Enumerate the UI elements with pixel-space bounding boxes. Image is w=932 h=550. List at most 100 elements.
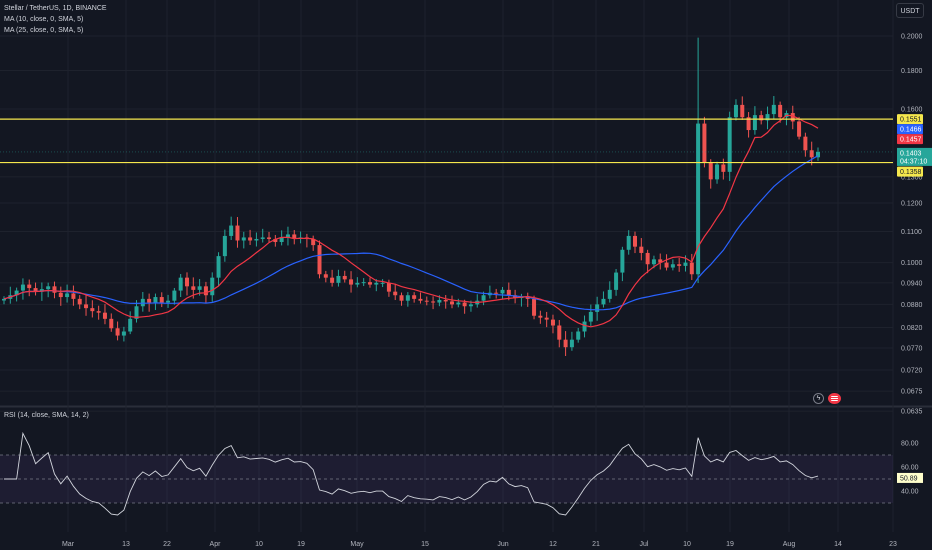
currency-button[interactable]: USDT — [896, 3, 924, 18]
candle-body — [153, 297, 158, 303]
rsi-value-tag-bg — [897, 472, 923, 483]
candle-body — [380, 282, 385, 284]
candle-body — [102, 312, 107, 319]
candle-body — [191, 286, 196, 290]
ma25-line — [3, 155, 819, 311]
candle-body — [33, 288, 38, 292]
candle-body — [386, 282, 391, 292]
candle-body — [140, 298, 145, 307]
upper-line-tag: 0.1551 — [900, 117, 922, 124]
candle-body — [696, 123, 701, 275]
time-tick-label: 10 — [683, 541, 691, 548]
candle-body — [525, 297, 530, 299]
candle-body — [658, 259, 663, 263]
candle-body — [456, 302, 461, 305]
candle-body — [778, 104, 783, 118]
candle-body — [412, 295, 417, 299]
price-tick-label: 0.1000 — [901, 260, 923, 267]
candle-body — [481, 295, 486, 301]
candle-body — [633, 235, 638, 247]
time-tick-label: 19 — [297, 541, 305, 548]
us-flag-icon[interactable] — [828, 393, 841, 404]
candle-body — [267, 237, 272, 239]
ma25-legend[interactable]: MA (25, close, 0, SMA, 5) — [4, 27, 84, 34]
candle-body — [664, 262, 669, 268]
candle-body — [46, 286, 51, 290]
candle-body — [311, 238, 316, 246]
candle-body — [431, 301, 436, 303]
candles-layer — [2, 37, 820, 357]
candle-body — [790, 113, 795, 122]
candle-body — [557, 325, 562, 340]
candle-body — [330, 277, 335, 283]
symbol-legend[interactable]: Stellar / TetherUS, 1D, BINANCE — [4, 5, 107, 12]
candle-body — [563, 339, 568, 348]
candle-body — [216, 256, 221, 278]
time-tick-label: May — [350, 541, 364, 548]
candle-body — [374, 282, 379, 285]
candle-body — [342, 275, 347, 280]
candle-body — [468, 304, 473, 307]
candle-body — [708, 162, 713, 180]
candle-body — [803, 136, 808, 151]
candle-body — [336, 275, 341, 283]
time-tick-label: 12 — [549, 541, 557, 548]
rsi-line — [4, 431, 819, 516]
candle-body — [765, 114, 770, 121]
candle-body — [450, 301, 455, 305]
price-tick-label: 0.0880 — [901, 302, 923, 309]
candle-body — [771, 104, 776, 115]
lower-line-tag: 0.1358 — [900, 169, 922, 176]
candle-body — [614, 272, 619, 290]
countdown-tag: 04:37:10 — [900, 158, 927, 165]
candle-body — [178, 277, 183, 291]
price-tick-label: 0.0635 — [901, 409, 923, 416]
candle-body — [279, 237, 284, 243]
candle-body — [96, 311, 101, 313]
time-tick-label: 10 — [255, 541, 263, 548]
candle-body — [702, 123, 707, 163]
candle-body — [248, 237, 253, 241]
candle-body — [166, 300, 171, 303]
candle-body — [689, 262, 694, 275]
candle-body — [538, 315, 543, 318]
candle-body — [809, 150, 814, 158]
candle-body — [235, 225, 240, 241]
candle-body — [355, 282, 360, 285]
candle-body — [393, 291, 398, 296]
candle-body — [418, 298, 423, 301]
candle-body — [588, 311, 593, 322]
lightning-icon[interactable]: ϟ — [813, 393, 824, 404]
candle-body — [203, 286, 208, 296]
time-tick-label: Jun — [497, 541, 508, 548]
ma10-line — [3, 114, 819, 328]
candle-body — [639, 246, 644, 253]
price-axis: 0.2000 0.1800 0.1600 0.1300 0.1200 0.1100 0.10… — [901, 34, 923, 416]
price-tick-label: 0.0940 — [901, 280, 923, 287]
candle-body — [292, 234, 297, 239]
price-tick-label: 0.1800 — [901, 68, 923, 75]
candle-body — [229, 225, 234, 236]
candle-body — [607, 289, 612, 299]
candle-body — [595, 304, 600, 312]
candle-body — [20, 284, 25, 291]
candle-body — [462, 302, 467, 307]
price-tick-label: 0.1100 — [901, 229, 922, 236]
price-tick-label: 0.2000 — [901, 34, 923, 41]
candle-body — [77, 298, 82, 305]
candle-body — [424, 300, 429, 302]
upper-line-tag-bg — [897, 114, 923, 125]
price-tick-label: 0.0820 — [901, 325, 923, 332]
ma10-legend[interactable]: MA (10, close, 0, SMA, 5) — [4, 16, 84, 23]
candle-body — [349, 279, 354, 285]
candle-body — [721, 164, 726, 172]
candle-body — [651, 259, 656, 265]
candle-body — [222, 235, 227, 257]
candle-body — [2, 298, 6, 301]
moving-average-lines — [3, 114, 819, 328]
rsi-legend[interactable]: RSI (14, close, SMA, 14, 2) — [4, 412, 89, 419]
rsi-tick-label: 60.00 — [901, 465, 919, 472]
candle-body — [197, 286, 202, 290]
